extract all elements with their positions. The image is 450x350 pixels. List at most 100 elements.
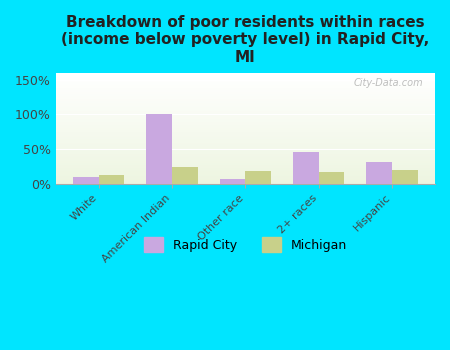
Bar xyxy=(56,80,435,82)
Bar xyxy=(56,73,435,74)
Bar xyxy=(56,124,435,125)
Bar xyxy=(56,137,435,138)
Bar xyxy=(56,106,435,107)
Bar xyxy=(56,102,435,103)
Bar xyxy=(56,85,435,86)
Bar xyxy=(56,91,435,92)
Bar xyxy=(56,89,435,90)
Bar xyxy=(56,120,435,121)
Bar xyxy=(56,172,435,173)
Bar xyxy=(56,134,435,135)
Bar xyxy=(56,107,435,108)
Bar xyxy=(56,135,435,136)
Bar xyxy=(56,126,435,127)
Bar xyxy=(56,141,435,143)
Bar xyxy=(56,164,435,165)
Bar xyxy=(56,143,435,144)
Bar xyxy=(56,84,435,85)
Bar xyxy=(56,114,435,115)
Bar xyxy=(56,180,435,181)
Bar xyxy=(56,173,435,174)
Bar xyxy=(56,108,435,110)
Bar xyxy=(56,165,435,166)
Bar xyxy=(56,166,435,167)
Legend: Rapid City, Michigan: Rapid City, Michigan xyxy=(139,232,352,257)
Bar xyxy=(56,153,435,154)
Bar xyxy=(56,156,435,157)
Bar xyxy=(56,127,435,128)
Bar xyxy=(56,161,435,162)
Bar xyxy=(56,78,435,79)
Bar xyxy=(56,149,435,150)
Bar xyxy=(146,114,172,184)
Bar xyxy=(56,147,435,148)
Bar xyxy=(56,132,435,133)
Bar xyxy=(56,130,435,131)
Bar xyxy=(56,181,435,182)
Bar xyxy=(56,154,435,155)
Bar xyxy=(56,75,435,76)
Bar xyxy=(56,119,435,120)
Bar xyxy=(56,83,435,84)
Bar xyxy=(56,77,435,78)
Bar xyxy=(56,97,435,98)
Bar xyxy=(56,138,435,139)
Bar xyxy=(73,177,99,184)
Bar xyxy=(99,175,124,184)
Bar xyxy=(56,111,435,112)
Bar xyxy=(56,170,435,172)
Bar xyxy=(392,170,418,184)
Bar xyxy=(56,150,435,152)
Bar xyxy=(56,152,435,153)
Bar xyxy=(56,179,435,180)
Bar xyxy=(56,82,435,83)
Bar xyxy=(56,169,435,170)
Bar xyxy=(56,79,435,80)
Bar xyxy=(56,95,435,96)
Bar xyxy=(56,90,435,91)
Bar xyxy=(56,139,435,140)
Bar xyxy=(56,148,435,149)
Bar xyxy=(56,125,435,126)
Bar xyxy=(56,74,435,75)
Text: City-Data.com: City-Data.com xyxy=(354,78,423,89)
Bar xyxy=(56,117,435,118)
Bar xyxy=(56,182,435,184)
Bar xyxy=(56,176,435,177)
Bar xyxy=(56,76,435,77)
Bar xyxy=(56,146,435,147)
Bar xyxy=(56,175,435,176)
Bar xyxy=(56,100,435,102)
Bar xyxy=(56,167,435,168)
Bar xyxy=(56,158,435,159)
Bar xyxy=(56,113,435,114)
Bar xyxy=(56,159,435,160)
Bar xyxy=(56,123,435,124)
Bar xyxy=(56,136,435,137)
Bar xyxy=(56,98,435,99)
Bar xyxy=(56,162,435,164)
Bar xyxy=(56,144,435,145)
Bar xyxy=(56,87,435,89)
Bar xyxy=(56,145,435,146)
Bar xyxy=(245,171,271,184)
Bar xyxy=(172,167,198,184)
Bar xyxy=(56,93,435,94)
Bar xyxy=(56,160,435,161)
Bar xyxy=(366,162,392,184)
Bar xyxy=(56,174,435,175)
Bar xyxy=(56,121,435,123)
Bar xyxy=(56,131,435,132)
Bar xyxy=(319,172,344,184)
Bar xyxy=(56,140,435,141)
Bar xyxy=(56,178,435,179)
Bar xyxy=(56,118,435,119)
Bar xyxy=(56,103,435,104)
Bar xyxy=(56,115,435,116)
Bar xyxy=(56,157,435,158)
Bar xyxy=(56,104,435,105)
Bar xyxy=(56,112,435,113)
Bar xyxy=(56,177,435,178)
Bar xyxy=(56,96,435,97)
Bar xyxy=(56,116,435,117)
